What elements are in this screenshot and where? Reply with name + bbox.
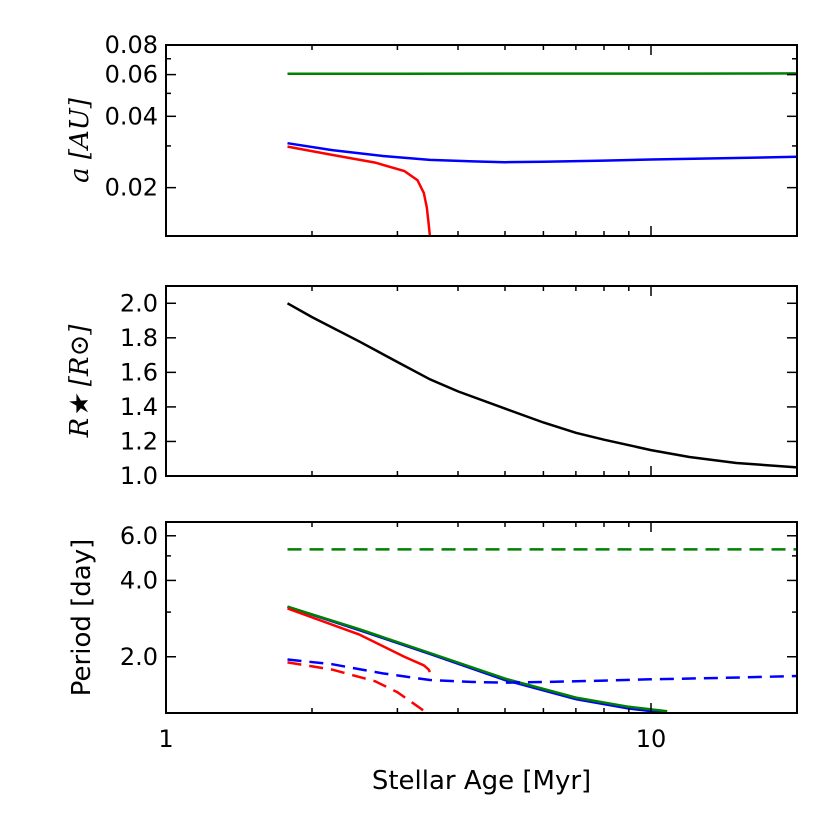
top-ytick-label: 0.06: [105, 61, 158, 89]
top-ytick-label: 0.02: [105, 174, 158, 202]
middle-ylabel: R★ [R⊙]: [65, 324, 95, 439]
top-ylabel: a [AU]: [65, 97, 95, 183]
bottom-xtick-label: 10: [636, 725, 667, 753]
middle-ytick-label: 1.6: [120, 358, 158, 386]
bottom-ytick-label: 2.0: [120, 643, 158, 671]
middle-axes-frame: [165, 285, 798, 477]
top-axes-frame: [165, 44, 798, 237]
bottom-series-5-line: [287, 661, 428, 713]
middle-ytick-label: 1.8: [120, 324, 158, 352]
top-ytick-label: 0.04: [105, 102, 158, 130]
top-ytick-label: 0.08: [105, 31, 158, 59]
bottom-axes-frame: [165, 521, 798, 714]
bottom-series-2-line: [287, 605, 668, 713]
bottom-xtick-label: 1: [158, 725, 173, 753]
bottom-ytick-label: 4.0: [120, 566, 158, 594]
middle-ytick-label: 1.2: [120, 427, 158, 455]
bottom-series-4-line: [287, 658, 797, 684]
middle-ytick-label: 1.0: [120, 462, 158, 490]
top-series-1-line: [287, 141, 797, 164]
bottom-xlabel: Stellar Age [Myr]: [372, 766, 591, 796]
middle-ytick-label: 1.4: [120, 393, 158, 421]
top-series-2-line: [287, 145, 432, 236]
bottom-ylabel: Period [day]: [67, 539, 97, 696]
middle-ytick-label: 2.0: [120, 289, 158, 317]
bottom-series-3-line: [287, 607, 432, 673]
middle-series-0-line: [286, 302, 797, 469]
bottom-series-1-line: [287, 605, 668, 713]
bottom-ytick-label: 6.0: [120, 522, 158, 550]
